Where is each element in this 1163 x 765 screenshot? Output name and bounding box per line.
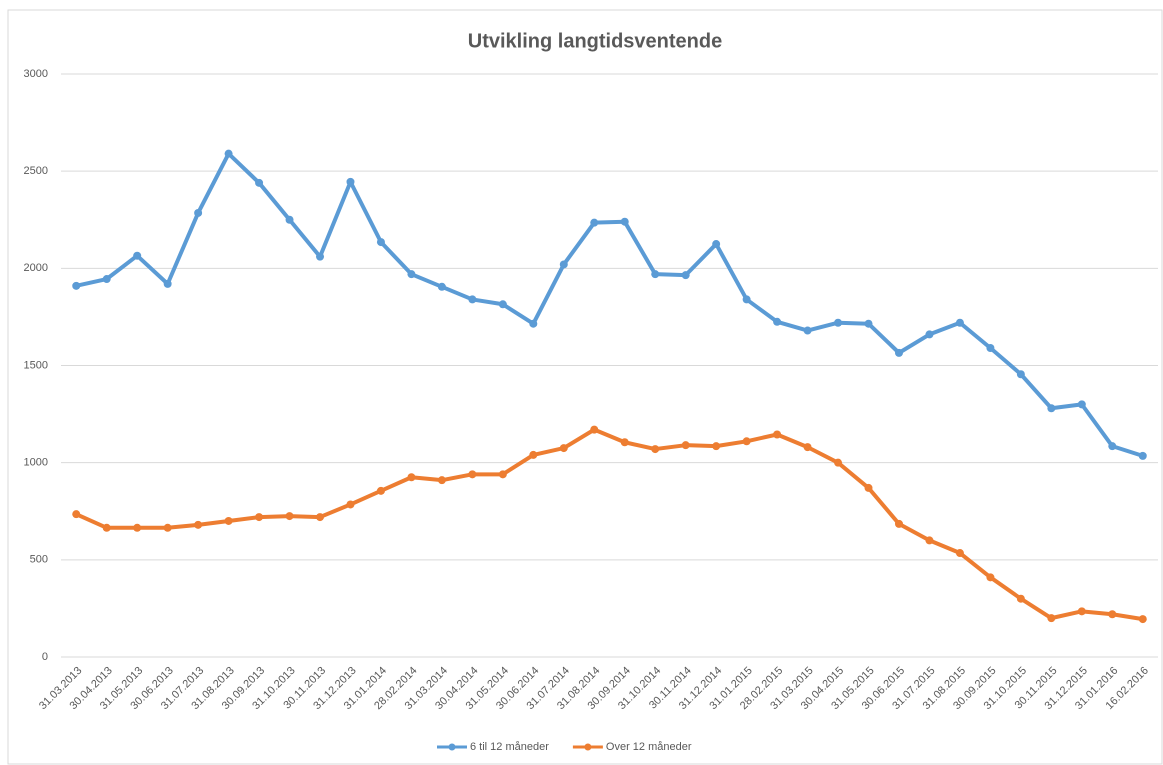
y-tick-label: 1500: [24, 359, 48, 371]
point: [712, 442, 721, 451]
point: [316, 252, 325, 261]
y-tick-label: 500: [30, 554, 48, 566]
point: [864, 319, 873, 328]
point: [925, 536, 934, 545]
point: [407, 473, 416, 482]
point: [72, 281, 81, 290]
point: [346, 177, 355, 186]
point: [651, 445, 660, 454]
point: [620, 217, 629, 226]
point: [590, 425, 599, 434]
point: [651, 270, 660, 279]
point: [955, 318, 964, 327]
point: [468, 470, 477, 479]
legend-marker: [584, 743, 592, 751]
point: [498, 470, 507, 479]
point: [194, 520, 203, 529]
point: [834, 458, 843, 467]
point: [681, 441, 690, 450]
point: [803, 326, 812, 335]
point: [955, 549, 964, 558]
point: [529, 450, 538, 459]
point: [1047, 614, 1056, 623]
point: [1016, 594, 1025, 603]
point: [102, 275, 111, 284]
point: [590, 218, 599, 227]
point: [986, 573, 995, 582]
point: [1108, 442, 1117, 451]
y-tick-label: 0: [42, 651, 48, 663]
point: [376, 238, 385, 247]
point: [559, 260, 568, 269]
point: [559, 444, 568, 453]
y-tick-label: 1000: [24, 457, 48, 469]
point: [163, 279, 172, 288]
point: [224, 149, 233, 158]
point: [376, 486, 385, 495]
point: [1138, 615, 1147, 624]
point: [712, 240, 721, 249]
point: [1077, 400, 1086, 409]
point: [437, 476, 446, 485]
legend-label: 6 til 12 måneder: [470, 741, 549, 753]
point: [194, 208, 203, 217]
series-line: [75, 427, 1144, 622]
point: [1108, 610, 1117, 619]
point: [133, 523, 142, 532]
point: [346, 500, 355, 509]
point: [834, 318, 843, 327]
point: [894, 348, 903, 357]
point: [864, 483, 873, 492]
point: [133, 251, 142, 260]
series-line: [75, 151, 1144, 458]
point: [986, 344, 995, 353]
point: [529, 319, 538, 328]
point: [894, 519, 903, 528]
point: [620, 438, 629, 447]
point: [1047, 404, 1056, 413]
point: [255, 178, 264, 187]
point: [925, 330, 934, 339]
point: [1016, 370, 1025, 379]
legend-marker: [448, 743, 456, 751]
point: [285, 215, 294, 224]
chart-border: [7, 9, 1163, 765]
point: [407, 270, 416, 279]
point: [773, 430, 782, 439]
point: [437, 282, 446, 291]
point: [468, 295, 477, 304]
y-tick-label: 2000: [24, 262, 48, 274]
point: [742, 437, 751, 446]
point: [255, 513, 264, 522]
point: [1077, 607, 1086, 616]
point: [224, 516, 233, 525]
point: [316, 513, 325, 522]
point: [1138, 451, 1147, 460]
point: [681, 271, 690, 280]
point: [803, 443, 812, 452]
point: [72, 510, 81, 519]
y-tick-label: 2500: [24, 165, 48, 177]
y-tick-label: 3000: [24, 68, 48, 80]
legend-label: Over 12 måneder: [606, 741, 692, 753]
point: [742, 295, 751, 304]
point: [102, 523, 111, 532]
point: [498, 300, 507, 309]
chart-title: Utvikling langtidsventende: [468, 30, 722, 52]
point: [285, 512, 294, 521]
point: [773, 317, 782, 326]
point: [163, 523, 172, 532]
